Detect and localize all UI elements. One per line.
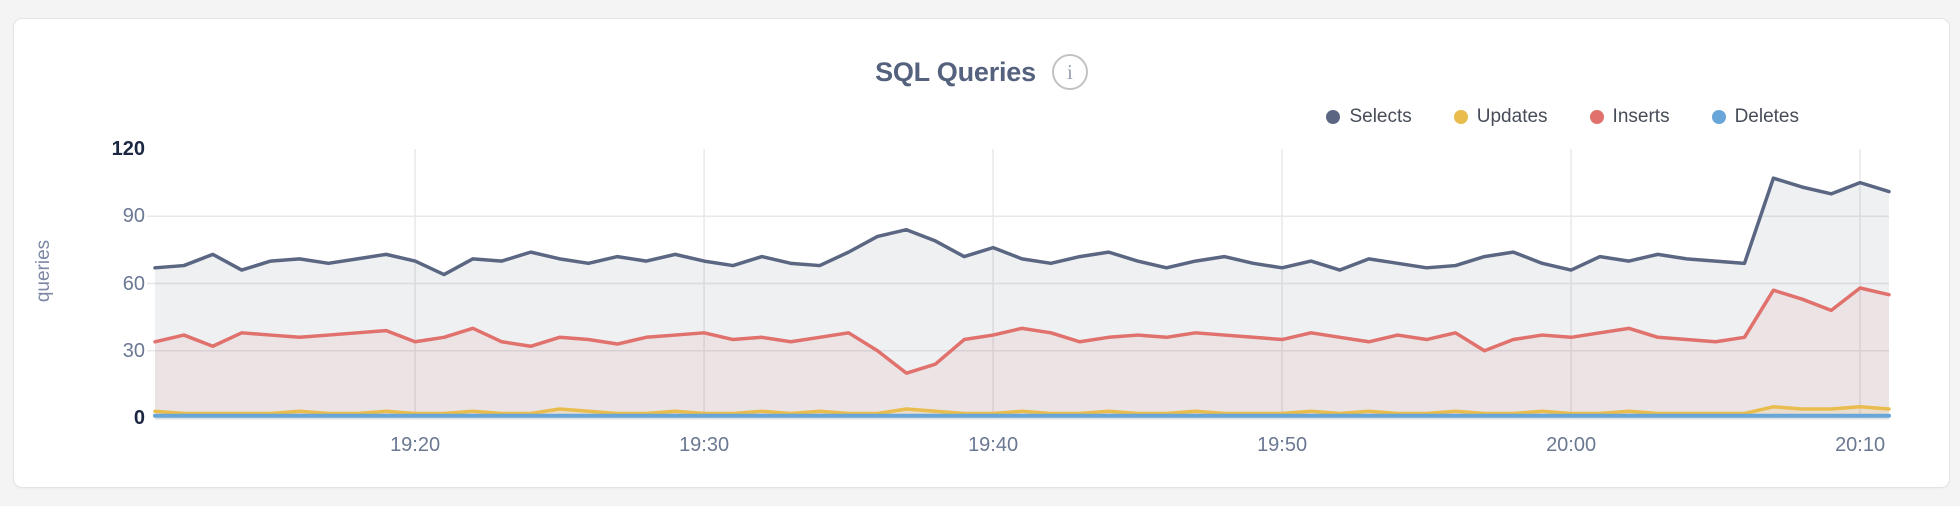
x-tick-1940: 19:40 bbox=[968, 434, 1019, 456]
x-tick-1950: 19:50 bbox=[1257, 434, 1308, 456]
x-tick-1920: 19:20 bbox=[390, 434, 441, 456]
chart-card: SQL Queries i Selects Updates Inserts De… bbox=[13, 18, 1950, 488]
legend-label-selects: Selects bbox=[1349, 106, 1412, 127]
inserts-dot-icon bbox=[1589, 110, 1604, 124]
y-tick-120: 120 bbox=[111, 138, 145, 160]
info-icon[interactable]: i bbox=[1051, 54, 1088, 90]
selects-dot-icon bbox=[1326, 110, 1341, 124]
legend-label-updates: Updates bbox=[1476, 106, 1548, 127]
legend-item-updates[interactable]: Updates bbox=[1453, 106, 1548, 128]
legend-item-selects[interactable]: Selects bbox=[1326, 106, 1412, 128]
y-tick-0: 0 bbox=[133, 407, 145, 429]
legend-item-deletes[interactable]: Deletes bbox=[1711, 106, 1799, 128]
chart-plot-area[interactable] bbox=[14, 19, 1951, 489]
y-tick-90: 90 bbox=[122, 205, 145, 228]
y-tick-30: 30 bbox=[122, 339, 145, 362]
chart-title: SQL Queries bbox=[875, 56, 1036, 87]
updates-dot-icon bbox=[1453, 110, 1468, 124]
legend-label-deletes: Deletes bbox=[1734, 106, 1799, 127]
legend-label-inserts: Inserts bbox=[1612, 106, 1670, 127]
info-icon-glyph: i bbox=[1067, 59, 1073, 84]
legend: Selects Updates Inserts Deletes bbox=[1326, 105, 1799, 129]
chart-header: SQL Queries i bbox=[14, 53, 1949, 91]
legend-item-inserts[interactable]: Inserts bbox=[1589, 106, 1670, 128]
x-tick-1930: 19:30 bbox=[679, 434, 730, 456]
y-tick-60: 60 bbox=[122, 272, 145, 295]
deletes-dot-icon bbox=[1711, 110, 1726, 124]
x-tick-2000: 20:00 bbox=[1546, 434, 1597, 456]
x-tick-2010: 20:10 bbox=[1835, 434, 1886, 456]
